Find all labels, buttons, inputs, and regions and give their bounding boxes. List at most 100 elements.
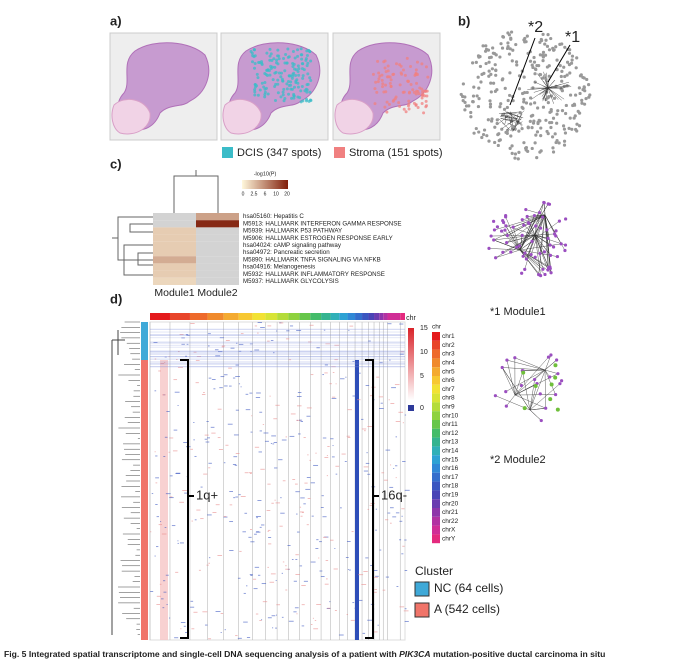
cnv-speck — [350, 619, 355, 621]
cnv-speck — [217, 555, 223, 556]
cnv-speck — [184, 492, 188, 494]
cnv-speck — [183, 625, 186, 627]
node — [496, 133, 500, 137]
node — [562, 139, 567, 143]
spot — [376, 59, 380, 63]
spot — [273, 99, 277, 103]
cnv-speck — [154, 358, 157, 360]
chr-bar — [223, 313, 239, 320]
spot — [371, 72, 375, 76]
cnv-speck — [208, 462, 212, 464]
legend-label: Stroma (151 spots) — [349, 147, 443, 159]
cluster-label: A (542 cells) — [434, 602, 500, 616]
node — [522, 141, 526, 145]
edge — [520, 110, 525, 115]
spot — [308, 90, 312, 94]
node — [500, 127, 504, 131]
cnv-speck — [224, 629, 226, 631]
node — [485, 134, 489, 138]
cnv-speck — [301, 512, 304, 513]
annotation: 1q+ — [196, 487, 218, 502]
node — [499, 42, 503, 46]
cnv-speck — [220, 632, 222, 633]
spot — [309, 59, 313, 63]
cnv-speck — [385, 576, 390, 578]
spot — [303, 89, 307, 93]
edge — [527, 214, 546, 217]
edge — [514, 356, 549, 396]
chr-label: chr10 — [442, 412, 459, 419]
cnv-speck — [249, 473, 252, 474]
cnv-speck — [275, 404, 280, 406]
node — [532, 55, 536, 60]
spot — [420, 96, 424, 100]
cnv-speck — [368, 340, 371, 342]
node — [561, 124, 566, 128]
cnv-speck — [262, 424, 265, 425]
node — [525, 90, 529, 95]
edge — [544, 214, 552, 273]
node — [574, 93, 578, 97]
node — [520, 218, 524, 222]
heat-cell — [153, 241, 196, 249]
cnv-speck — [260, 468, 265, 470]
spot — [404, 110, 408, 114]
cnv-speck — [290, 413, 296, 415]
node — [584, 96, 588, 101]
node — [551, 150, 556, 154]
spot — [294, 73, 298, 77]
node — [547, 74, 551, 78]
cnv-speck — [274, 499, 276, 501]
cnv-speck — [293, 611, 297, 613]
cnv-speck — [381, 472, 385, 474]
cnv-speck — [330, 539, 334, 541]
chr-bar — [368, 313, 375, 320]
spot — [253, 61, 257, 65]
node — [471, 99, 475, 104]
chr-label: chr12 — [442, 430, 459, 437]
node — [463, 100, 467, 105]
cnv-speck — [327, 607, 331, 609]
cnv-speck — [285, 589, 288, 591]
cnv-speck — [185, 334, 189, 335]
heat-cell — [153, 270, 196, 278]
node — [530, 146, 534, 151]
cnv-speck — [270, 340, 274, 341]
scale-tick: 0 — [420, 405, 424, 412]
node — [548, 375, 552, 379]
node — [522, 406, 527, 411]
node — [536, 121, 540, 126]
spot — [264, 72, 268, 76]
cnv-speck — [346, 435, 350, 437]
cnv-speck — [297, 392, 302, 393]
node — [494, 53, 498, 57]
node — [558, 42, 562, 46]
cnv-speck — [229, 385, 232, 387]
dendrogram — [173, 170, 219, 213]
spot — [414, 103, 418, 107]
cnv-speck — [185, 632, 187, 633]
cnv-speck — [268, 543, 272, 545]
edge — [522, 214, 546, 220]
cnv-speck — [233, 434, 239, 436]
node — [548, 397, 553, 402]
node — [570, 58, 574, 62]
chr-bar — [374, 313, 380, 320]
cnv-speck — [229, 491, 234, 492]
spot — [386, 69, 390, 73]
spot — [283, 61, 287, 65]
cnv-speck — [175, 472, 181, 474]
heat-cell — [153, 277, 196, 285]
cnv-speck — [173, 379, 178, 381]
node — [514, 42, 518, 47]
node — [522, 100, 526, 104]
cnv-speck — [403, 610, 409, 612]
node — [554, 229, 558, 233]
cnv-speck — [254, 533, 257, 535]
node — [483, 49, 488, 53]
node — [551, 46, 555, 51]
cnv-speck — [345, 376, 347, 378]
spot — [251, 54, 255, 58]
cnv-speck — [314, 620, 317, 621]
cnv-speck — [158, 524, 162, 526]
